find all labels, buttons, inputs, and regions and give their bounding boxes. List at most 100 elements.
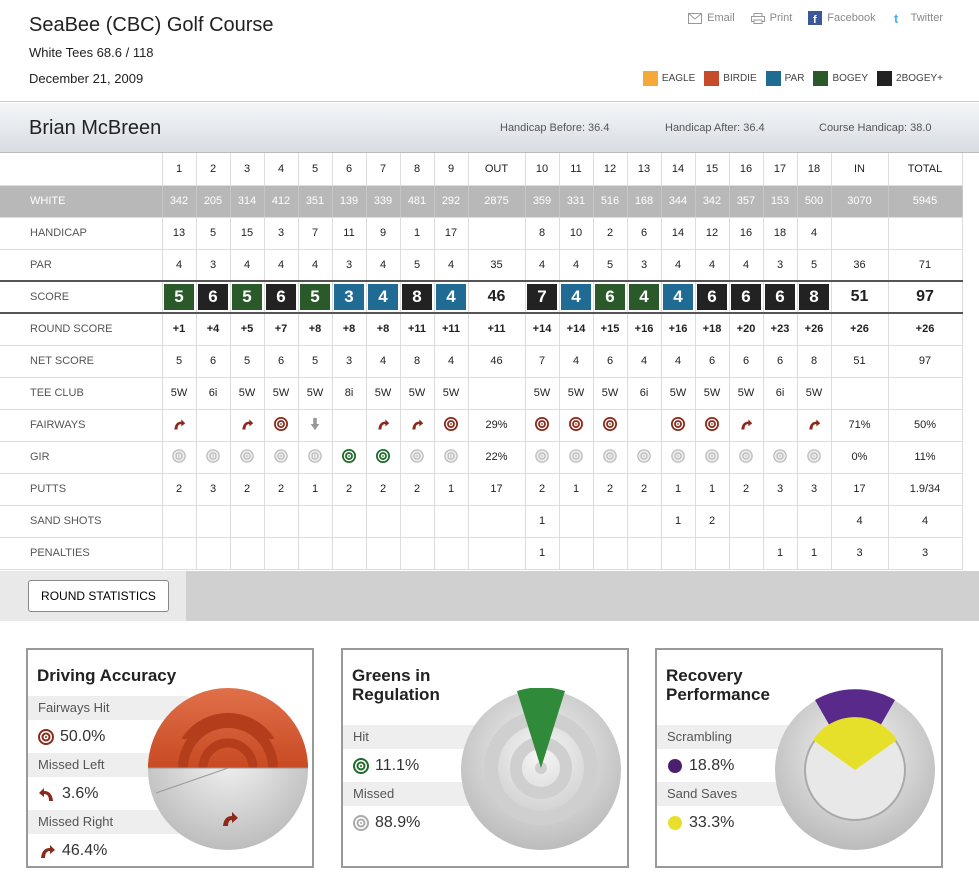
value-cell bbox=[559, 537, 594, 570]
value-cell bbox=[264, 537, 299, 570]
value-cell: 5W bbox=[230, 377, 265, 410]
scrambling-stat: 18.8% bbox=[667, 757, 734, 775]
grey-target-icon bbox=[705, 448, 719, 463]
twitter-link[interactable]: t Twitter bbox=[892, 11, 943, 25]
fairway-hit-target-icon bbox=[671, 416, 685, 431]
score-cell: 4 bbox=[627, 280, 662, 314]
scorecard-row-tee-club: TEE CLUB 5W 6i 5W 5W 5W 8i 5W 5W 5W 5W 5W 5W 6i 5W 5W 5W… bbox=[0, 377, 963, 410]
value-cell: 1 bbox=[434, 473, 469, 506]
gir-cell bbox=[593, 441, 628, 474]
value-cell: 4 bbox=[627, 345, 662, 378]
fairways-hit-stat: 50.0% bbox=[38, 728, 105, 746]
gir-missed-value: 88.9% bbox=[375, 814, 421, 831]
value-cell: 6 bbox=[627, 217, 662, 250]
hole-header: 13 bbox=[627, 153, 662, 186]
score-cell: 4 bbox=[559, 280, 594, 314]
value-cell: 6i bbox=[627, 377, 662, 410]
value-cell bbox=[434, 537, 469, 570]
score-box: 5 bbox=[300, 284, 330, 310]
score-box: 8 bbox=[402, 284, 432, 310]
value-cell: +16 bbox=[627, 313, 662, 346]
value-cell: 4 bbox=[797, 217, 832, 250]
value-cell: 3 bbox=[763, 249, 798, 282]
row-label: GIR bbox=[0, 441, 163, 474]
fairway-hit-target-icon bbox=[603, 416, 617, 431]
score-cell: 6 bbox=[196, 280, 231, 314]
row-label: SCORE bbox=[0, 280, 163, 314]
row-label: PENALTIES bbox=[0, 537, 163, 570]
email-label: Email bbox=[707, 12, 735, 24]
facebook-icon: f bbox=[808, 11, 823, 25]
row-label: PUTTS bbox=[0, 473, 163, 506]
value-cell bbox=[230, 537, 265, 570]
share-bar: Email Print f Facebook t Twitter bbox=[688, 11, 943, 25]
grey-target-icon bbox=[773, 448, 787, 463]
score-total-cell: 46 bbox=[468, 280, 526, 314]
round-statistics-button[interactable]: ROUND STATISTICS bbox=[28, 580, 169, 612]
missed-right-arrow-icon bbox=[741, 418, 753, 429]
value-cell: 71% bbox=[831, 409, 889, 442]
fairway-hit-target-icon bbox=[705, 416, 719, 431]
score-cell: 5 bbox=[298, 280, 333, 314]
recovery-performance-panel: Recovery Performance Scrambling 18.8% San… bbox=[655, 648, 943, 868]
value-cell: +16 bbox=[661, 313, 696, 346]
email-link[interactable]: Email bbox=[688, 11, 735, 25]
value-cell: 5 bbox=[298, 345, 333, 378]
legend-swatch bbox=[813, 71, 829, 86]
value-cell: 3 bbox=[888, 537, 963, 570]
legend-item: EAGLE bbox=[642, 71, 695, 86]
green-target-icon bbox=[342, 448, 356, 463]
hole-header: 14 bbox=[661, 153, 696, 186]
value-cell: 516 bbox=[593, 185, 628, 218]
missed-right-arrow-icon bbox=[41, 845, 55, 858]
score-box: 5 bbox=[164, 284, 194, 310]
hole-header: 15 bbox=[695, 153, 730, 186]
value-cell: 10 bbox=[559, 217, 594, 250]
sand-saves-value: 33.3% bbox=[689, 814, 735, 831]
driving-accuracy-panel: Driving Accuracy Fairways Hit 50.0% Miss… bbox=[26, 648, 314, 868]
score-box: 5 bbox=[232, 284, 262, 310]
score-box: 3 bbox=[334, 284, 364, 310]
score-box: 4 bbox=[663, 284, 693, 310]
gir-cell bbox=[763, 441, 798, 474]
value-cell: 2 bbox=[593, 473, 628, 506]
round-date: December 21, 2009 bbox=[29, 71, 144, 86]
score-box: 4 bbox=[436, 284, 466, 310]
value-cell bbox=[763, 505, 798, 538]
scorecard-row-par: PAR 4 3 4 4 4 3 4 5 4 35 4 4 5 3 4 4 4 3 5 36 71 bbox=[0, 249, 963, 282]
value-cell: 2 bbox=[230, 473, 265, 506]
stats-bar: ROUND STATISTICS bbox=[0, 571, 979, 621]
value-cell: 6 bbox=[729, 345, 764, 378]
score-cell: 5 bbox=[230, 280, 265, 314]
hole-header: 5 bbox=[298, 153, 333, 186]
value-cell bbox=[366, 505, 401, 538]
value-cell: 3 bbox=[831, 537, 889, 570]
value-cell bbox=[196, 505, 231, 538]
driving-accuracy-title: Driving Accuracy bbox=[37, 666, 177, 685]
grey-target-icon bbox=[240, 448, 254, 463]
value-cell: 5W bbox=[661, 377, 696, 410]
score-total-cell: 51 bbox=[831, 280, 889, 314]
gir-cell bbox=[230, 441, 265, 474]
value-cell: 4 bbox=[264, 249, 299, 282]
gir-hit-value: 11.1% bbox=[375, 757, 420, 774]
print-link[interactable]: Print bbox=[750, 11, 792, 25]
value-cell: 4 bbox=[888, 505, 963, 538]
value-cell bbox=[400, 537, 435, 570]
score-cell: 6 bbox=[729, 280, 764, 314]
missed-right-arrow-icon bbox=[242, 418, 254, 429]
hole-header: 18 bbox=[797, 153, 832, 186]
facebook-link[interactable]: f Facebook bbox=[808, 11, 876, 25]
value-cell: 36 bbox=[831, 249, 889, 282]
legend-item: 2BOGEY+ bbox=[877, 71, 943, 86]
value-cell: +11 bbox=[468, 313, 526, 346]
value-cell: 1 bbox=[525, 505, 560, 538]
value-cell: 3 bbox=[332, 249, 367, 282]
value-cell: 5W bbox=[559, 377, 594, 410]
score-cell: 4 bbox=[434, 280, 469, 314]
value-cell: +26 bbox=[888, 313, 963, 346]
value-cell: 357 bbox=[729, 185, 764, 218]
value-cell: 9 bbox=[366, 217, 401, 250]
grey-target-icon bbox=[172, 448, 186, 463]
score-box: 7 bbox=[527, 284, 557, 310]
